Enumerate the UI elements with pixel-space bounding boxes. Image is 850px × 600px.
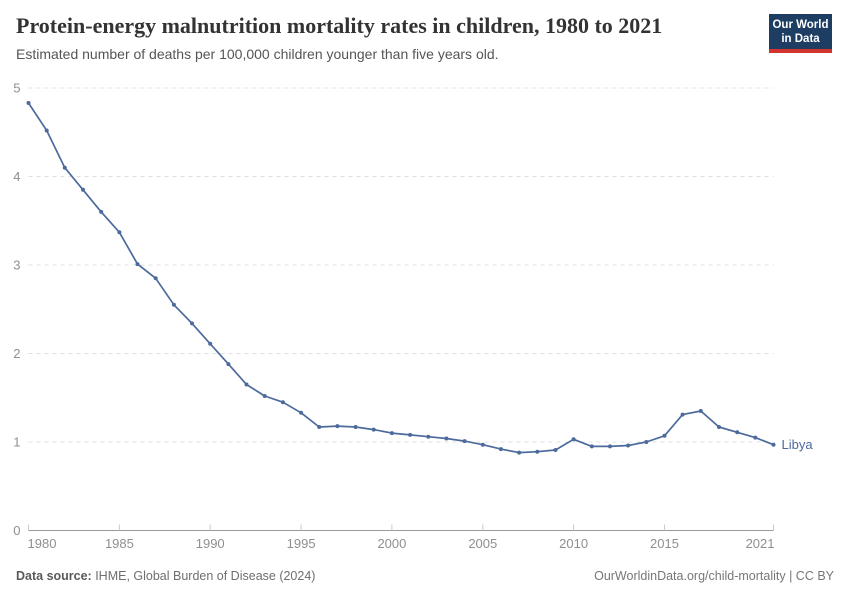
x-tick-label: 2000	[377, 536, 406, 551]
data-point-marker[interactable]	[426, 434, 431, 439]
x-tick-label: 2015	[650, 536, 679, 551]
chart-line[interactable]	[27, 102, 774, 454]
chart-header: Protein-energy malnutrition mortality ra…	[16, 13, 756, 63]
data-point-marker[interactable]	[44, 128, 49, 133]
data-point-marker[interactable]	[517, 450, 522, 455]
data-point-marker[interactable]	[535, 449, 540, 454]
data-point-marker[interactable]	[498, 447, 503, 452]
data-point-marker[interactable]	[626, 443, 631, 448]
data-point-marker[interactable]	[553, 448, 558, 452]
data-source-text: IHME, Global Burden of Disease (2024)	[91, 569, 316, 583]
logo-line1: Our World	[772, 19, 829, 31]
owid-logo[interactable]: Our World in Data	[769, 14, 832, 54]
data-point-marker[interactable]	[335, 424, 340, 429]
data-point-marker[interactable]	[190, 321, 194, 326]
x-tick-label: 2010	[559, 536, 588, 551]
y-tick-label: 5	[13, 81, 20, 96]
data-point-marker[interactable]	[444, 436, 449, 441]
data-point-marker[interactable]	[608, 444, 612, 449]
series-label[interactable]: Libya	[782, 437, 814, 452]
y-tick-label: 0	[13, 523, 20, 538]
footer-links: OurWorldinData.org/child-mortality | CC …	[594, 569, 834, 583]
data-point-marker[interactable]	[589, 444, 594, 449]
data-point-marker[interactable]	[753, 435, 758, 440]
x-tick-label: 1990	[196, 536, 225, 551]
data-point-marker[interactable]	[99, 209, 104, 214]
data-point-marker[interactable]	[371, 427, 376, 432]
logo-line2: in Data	[781, 33, 820, 46]
data-point-marker[interactable]	[280, 400, 285, 405]
data-point-marker[interactable]	[226, 362, 231, 367]
data-point-marker[interactable]	[680, 412, 685, 417]
data-point-marker[interactable]	[644, 440, 649, 444]
data-point-marker[interactable]	[662, 433, 667, 438]
data-point-marker[interactable]	[480, 442, 485, 447]
data-point-marker[interactable]	[771, 442, 776, 447]
data-source: Data source: IHME, Global Burden of Dise…	[16, 569, 315, 583]
y-tick-label: 3	[13, 258, 20, 273]
chart-footer: Data source: IHME, Global Burden of Dise…	[16, 569, 834, 583]
data-point-marker[interactable]	[299, 410, 304, 415]
data-point-marker[interactable]	[62, 165, 67, 170]
data-point-marker[interactable]	[462, 439, 467, 444]
y-tick-label: 4	[13, 169, 20, 184]
x-tick-label: 1995	[287, 536, 316, 551]
page-title: Protein-energy malnutrition mortality ra…	[16, 13, 663, 38]
x-tick-label: 1985	[105, 536, 134, 551]
chart-subtitle: Estimated number of deaths per 100,000 c…	[16, 46, 499, 63]
data-point-marker[interactable]	[26, 101, 31, 105]
data-point-marker[interactable]	[408, 432, 413, 437]
data-point-marker[interactable]	[317, 425, 322, 429]
data-point-marker[interactable]	[389, 431, 394, 436]
x-tick-label: 2021	[746, 536, 775, 551]
data-point-marker[interactable]	[244, 382, 249, 387]
data-point-marker[interactable]	[717, 425, 721, 429]
data-source-label: Data source:	[16, 569, 92, 583]
y-tick-label: 2	[13, 346, 20, 361]
data-point-marker[interactable]	[262, 394, 267, 398]
data-point-marker[interactable]	[208, 341, 213, 346]
data-point-marker[interactable]	[571, 437, 576, 442]
data-point-marker[interactable]	[353, 425, 358, 429]
x-tick-label: 2005	[468, 536, 497, 551]
x-tick-label: 1980	[28, 536, 57, 551]
data-point-marker[interactable]	[735, 430, 740, 435]
owid-url-link[interactable]: OurWorldinData.org/child-mortality	[594, 569, 786, 583]
data-point-marker[interactable]	[117, 230, 122, 235]
data-point-marker[interactable]	[81, 187, 85, 192]
license-text: | CC BY	[785, 569, 834, 583]
y-tick-label: 1	[13, 435, 20, 450]
data-point-marker[interactable]	[171, 302, 176, 307]
data-point-marker[interactable]	[698, 409, 703, 413]
data-point-marker[interactable]	[153, 276, 158, 281]
data-point-marker[interactable]	[135, 262, 140, 267]
